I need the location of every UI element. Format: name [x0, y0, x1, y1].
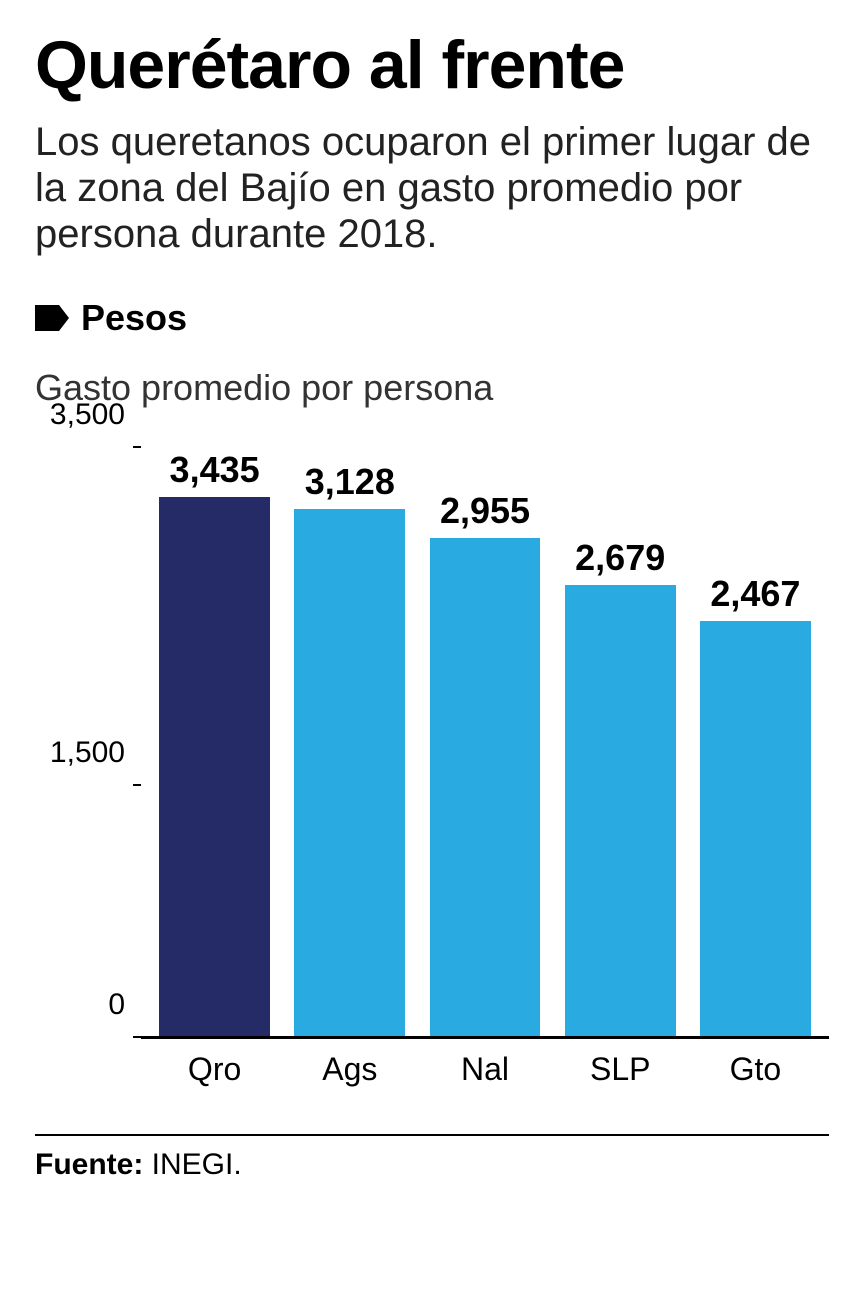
bar-group: 2,955	[417, 449, 552, 1036]
y-tick-mark	[133, 446, 141, 448]
bar-value-label: 2,679	[575, 537, 665, 579]
bar-value-label: 2,955	[440, 490, 530, 532]
y-axis: 01,5003,500	[45, 449, 135, 1039]
bar	[294, 509, 405, 1036]
chart-caption: Gasto promedio por persona	[35, 367, 829, 409]
x-category-label: SLP	[553, 1043, 688, 1089]
y-tick-label: 3,500	[50, 398, 125, 432]
bar	[565, 585, 676, 1037]
source-label: Fuente:	[35, 1148, 143, 1181]
source: Fuente: INEGI.	[35, 1148, 829, 1182]
bar-value-label: 3,128	[305, 461, 395, 503]
page-title: Querétaro al frente	[35, 30, 829, 101]
bar-group: 3,128	[282, 449, 417, 1036]
bar-value-label: 2,467	[710, 573, 800, 615]
legend: Pesos	[35, 297, 829, 339]
plot-area: 3,435 3,128 2,955 2,679 2,467	[141, 449, 829, 1039]
y-tick-mark	[133, 1036, 141, 1038]
x-category-label: Qro	[147, 1043, 282, 1089]
y-tick-label: 1,500	[50, 736, 125, 770]
bar-chart: 01,5003,500 3,4353,1282,9552,6792,467 Qr…	[45, 449, 829, 1089]
x-category-label: Ags	[282, 1043, 417, 1089]
x-category-label: Gto	[688, 1043, 823, 1089]
footer-divider	[35, 1134, 829, 1136]
bar-group: 2,467	[688, 449, 823, 1036]
bar	[700, 621, 811, 1037]
y-tick-label: 0	[108, 988, 125, 1022]
source-value: INEGI.	[152, 1148, 242, 1181]
bar	[430, 538, 541, 1036]
bar-group: 3,435	[147, 449, 282, 1036]
bar	[159, 497, 270, 1036]
pentagon-icon	[35, 305, 69, 331]
x-category-label: Nal	[417, 1043, 552, 1089]
page-subtitle: Los queretanos ocuparon el primer lugar …	[35, 119, 829, 257]
x-axis: QroAgsNalSLPGto	[141, 1043, 829, 1089]
legend-label: Pesos	[81, 297, 187, 339]
bar-value-label: 3,435	[170, 449, 260, 491]
y-tick-mark	[133, 784, 141, 786]
bar-group: 2,679	[553, 449, 688, 1036]
